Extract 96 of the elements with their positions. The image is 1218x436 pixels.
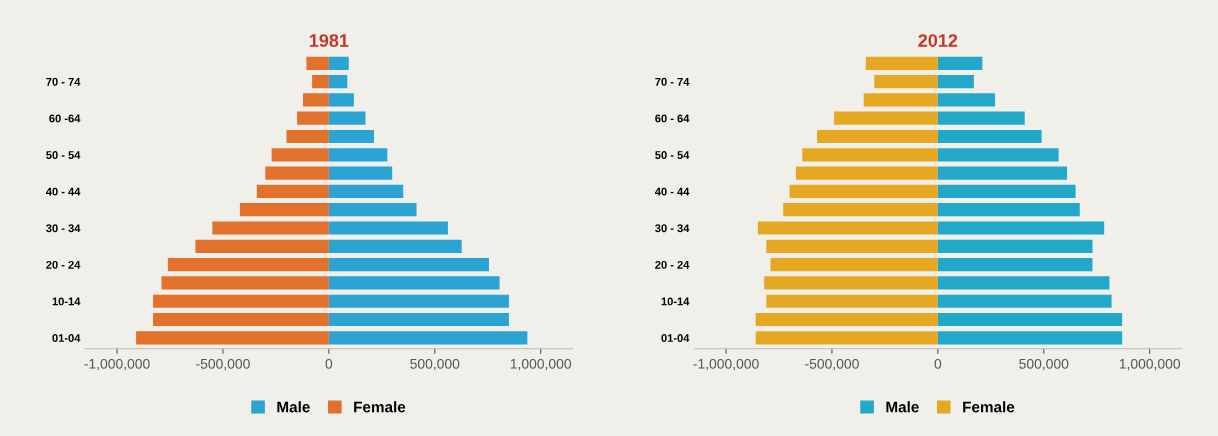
y-tick-label: 30 - 34: [655, 224, 690, 233]
chart-title: 1981: [309, 34, 349, 47]
bar: [328, 148, 388, 162]
bar: [937, 312, 1123, 327]
y-tick-label: 70 - 74: [46, 77, 81, 86]
bar: [328, 312, 509, 327]
bar: [937, 166, 1068, 180]
x-tick-label: -500,000: [196, 358, 250, 371]
y-tick-label: 40 - 44: [654, 187, 690, 196]
x-tick-label: 1,000,000: [510, 358, 572, 371]
bar: [328, 239, 462, 253]
y-tick-label: 10-14: [52, 297, 81, 306]
bar: [865, 56, 938, 70]
bar: [328, 184, 404, 198]
legend-label: Male: [886, 401, 919, 413]
y-tick-label: 40 - 44: [45, 187, 81, 196]
y-tick-label: 50 - 54: [655, 151, 690, 159]
x-tick-label: -1,000,000: [84, 358, 150, 371]
legend-label: Female: [963, 401, 1015, 413]
bar: [937, 75, 974, 89]
bar: [874, 75, 938, 89]
bar: [306, 56, 329, 70]
bar: [764, 276, 938, 290]
x-tick-label: 0: [934, 358, 942, 369]
bar: [328, 276, 500, 290]
bar: [817, 129, 938, 144]
bar: [286, 129, 329, 144]
bar: [239, 203, 329, 217]
bar: [937, 148, 1059, 162]
bar: [770, 258, 938, 272]
y-tick-label: 20 - 24: [655, 260, 690, 269]
x-tick-label: -500,000: [805, 358, 859, 371]
bar: [795, 166, 938, 180]
bar: [167, 258, 329, 272]
bar: [755, 331, 938, 345]
x-tick-label: -1,000,000: [693, 358, 759, 371]
bar: [937, 56, 983, 70]
x-tick-label: 500,000: [410, 358, 460, 371]
bar: [757, 221, 938, 235]
bar: [937, 221, 1105, 235]
bar: [937, 129, 1042, 144]
bar: [136, 331, 329, 345]
bar: [937, 258, 1093, 272]
y-tick-label: 30 - 34: [46, 224, 81, 233]
legend-label: Female: [354, 401, 406, 413]
bar: [312, 75, 329, 89]
y-tick-label: 50 - 54: [46, 151, 81, 159]
bar: [789, 184, 938, 198]
y-tick-label: 10-14: [661, 297, 690, 306]
bar: [766, 239, 938, 253]
bar: [802, 148, 938, 162]
bar: [937, 239, 1093, 253]
bar: [937, 203, 1080, 217]
bar: [937, 93, 996, 107]
chart-title: 2012: [918, 34, 958, 47]
bar: [863, 93, 938, 107]
y-tick-label: 01-04: [52, 334, 81, 342]
bar: [303, 93, 329, 107]
bar: [328, 129, 374, 144]
bar: [328, 331, 528, 345]
bar: [161, 276, 329, 290]
bar: [328, 56, 349, 70]
bar: [297, 111, 329, 125]
bar: [328, 111, 366, 125]
bar: [212, 221, 329, 235]
y-tick-label: 60 - 64: [655, 114, 690, 123]
bar: [328, 221, 448, 235]
bar: [328, 294, 509, 308]
x-tick-label: 500,000: [1019, 358, 1069, 371]
y-tick-label: 60 -64: [49, 114, 81, 123]
bar: [328, 93, 354, 107]
bar: [766, 294, 938, 308]
bar: [783, 203, 938, 217]
y-tick-label: 20 - 24: [46, 260, 81, 269]
bar: [195, 239, 329, 253]
bar: [328, 203, 417, 217]
bar: [937, 111, 1025, 125]
legend-label: Male: [277, 401, 310, 413]
bar: [271, 148, 329, 162]
bar: [153, 294, 329, 308]
x-tick-label: 1,000,000: [1119, 358, 1181, 371]
y-tick-label: 01-04: [661, 334, 690, 342]
y-tick-label: 70 - 74: [655, 77, 690, 86]
bar: [755, 312, 938, 327]
bar: [153, 312, 329, 327]
bar: [937, 294, 1112, 308]
bar: [328, 258, 489, 272]
bar: [937, 184, 1076, 198]
bar: [265, 166, 329, 180]
bar: [937, 276, 1110, 290]
bar: [328, 75, 348, 89]
bar: [834, 111, 938, 125]
bar: [937, 331, 1123, 345]
x-tick-label: 0: [325, 358, 333, 369]
bar: [256, 184, 329, 198]
bar: [328, 166, 393, 180]
